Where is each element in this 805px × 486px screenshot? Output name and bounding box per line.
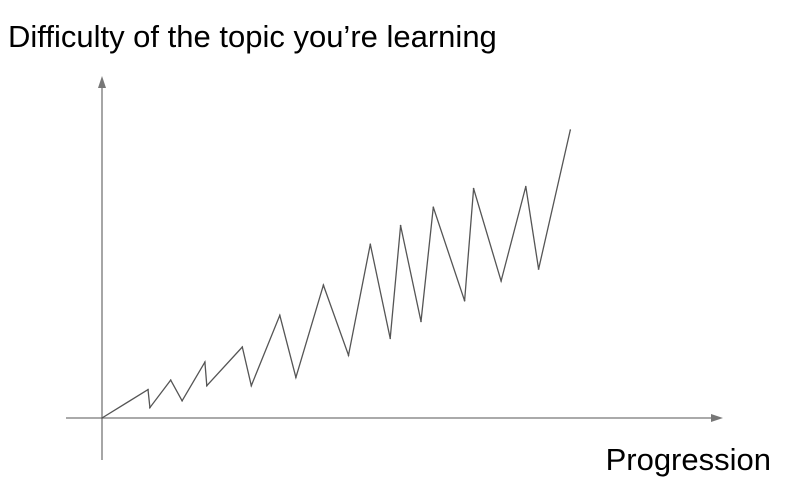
data-point	[347, 354, 350, 357]
x-axis-arrow	[711, 414, 723, 422]
data-point	[279, 314, 281, 317]
data-point	[389, 337, 392, 340]
series-line	[101, 129, 571, 419]
data-point	[241, 346, 244, 348]
data-point	[500, 280, 502, 282]
data-point	[101, 417, 103, 419]
data-point	[250, 384, 253, 387]
data-point	[295, 376, 297, 379]
data-point	[399, 224, 402, 227]
x-axis-label: Progression	[606, 442, 771, 477]
data-point	[206, 384, 208, 387]
data-point	[149, 406, 151, 409]
data-point	[181, 400, 183, 402]
data-point	[537, 268, 540, 270]
y-axis-arrow	[98, 76, 106, 88]
data-point	[369, 243, 372, 245]
data-point	[463, 300, 466, 302]
data-point	[322, 284, 325, 286]
data-point	[569, 129, 572, 131]
data-point	[420, 320, 422, 323]
data-point	[472, 187, 475, 190]
data-point	[204, 361, 206, 363]
data-point	[147, 388, 149, 391]
data-point	[169, 379, 172, 381]
data-points	[101, 129, 572, 419]
y-axis-label: Difficulty of the topic you’re learning	[8, 19, 497, 54]
data-point	[432, 206, 435, 208]
data-point	[525, 185, 527, 188]
